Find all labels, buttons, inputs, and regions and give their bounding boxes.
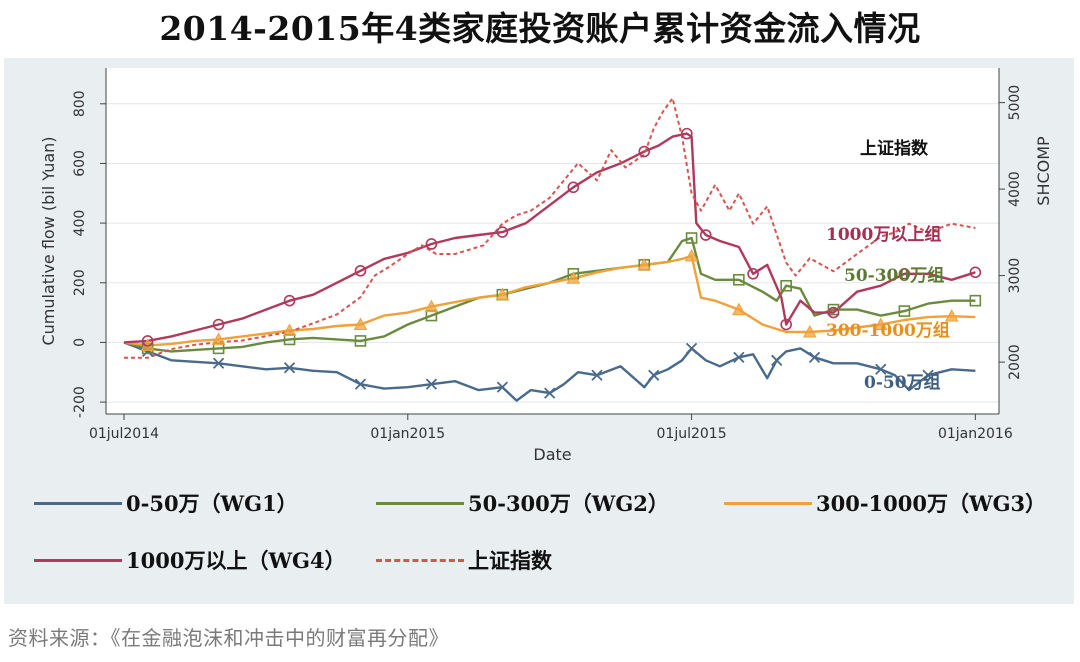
y-tick-label: 600 bbox=[72, 150, 88, 177]
legend-label: 1000万以上（WG4） bbox=[126, 548, 346, 573]
legend-swatch bbox=[376, 558, 464, 562]
data-point bbox=[425, 378, 438, 390]
data-point bbox=[771, 354, 783, 366]
data-point bbox=[898, 305, 911, 317]
legend-swatch bbox=[34, 558, 122, 562]
data-point bbox=[684, 248, 699, 262]
data-point bbox=[780, 279, 792, 292]
data-point bbox=[827, 306, 840, 319]
series-annotation: 300-1000万组 bbox=[826, 320, 950, 341]
data-point bbox=[922, 369, 934, 381]
chart-panel: -200 0 200 400 600 800 2000 3000 4000 5000 01jul20… bbox=[4, 58, 1074, 604]
source-note: 资料来源：《在金融泡沫和冲击中的财富再分配》 bbox=[8, 626, 449, 650]
data-point bbox=[898, 268, 911, 280]
data-point bbox=[802, 324, 817, 338]
data-point bbox=[496, 226, 509, 238]
data-point bbox=[353, 317, 368, 331]
data-point bbox=[648, 369, 660, 381]
x-tick-label: 01jan2016 bbox=[938, 426, 1013, 442]
data-point bbox=[591, 369, 603, 381]
y-tick-label: -200 bbox=[72, 386, 88, 418]
data-point bbox=[567, 181, 580, 194]
data-point bbox=[699, 229, 712, 241]
y2-tick-label: 5000 bbox=[1007, 85, 1023, 121]
x-tick-label: 01jan2015 bbox=[370, 426, 445, 442]
y-tick-label: 200 bbox=[72, 269, 88, 296]
data-point bbox=[685, 342, 698, 355]
series-line bbox=[123, 132, 976, 344]
data-point bbox=[566, 271, 581, 284]
plot-area bbox=[106, 68, 999, 414]
data-point bbox=[211, 332, 226, 345]
data-point bbox=[780, 318, 792, 331]
data-point bbox=[638, 145, 651, 158]
chart-title: 2014-2015年4类家庭投资账户累计资金流入情况 bbox=[159, 9, 921, 48]
legend-label: 0-50万（WG1） bbox=[126, 491, 298, 516]
data-point bbox=[733, 273, 745, 286]
data-point bbox=[424, 299, 439, 313]
line-chart: -200 0 200 400 600 800 2000 3000 4000 5000 01jul20… bbox=[39, 68, 1053, 464]
y-tick-label: 0 bbox=[72, 338, 88, 347]
data-point bbox=[969, 266, 982, 279]
series-annotation: 上证指数 bbox=[860, 138, 929, 159]
data-point bbox=[875, 363, 887, 375]
data-point bbox=[425, 238, 438, 250]
y-tick-label: 400 bbox=[72, 210, 88, 237]
legend-item: 50-300万（WG2） bbox=[376, 488, 669, 518]
y-tick-label: 800 bbox=[72, 90, 88, 117]
y-axis-title: Cumulative flow (bil Yuan) bbox=[39, 136, 58, 345]
legend-swatch bbox=[376, 501, 464, 505]
series-line bbox=[123, 341, 976, 402]
data-point bbox=[496, 381, 509, 393]
data-point bbox=[354, 265, 367, 277]
legend-label: 上证指数 bbox=[468, 548, 552, 573]
legend-item: 300-1000万（WG3） bbox=[724, 488, 1046, 518]
data-point bbox=[544, 387, 556, 399]
legend-item: 上证指数 bbox=[376, 545, 552, 575]
legend-swatch bbox=[34, 501, 122, 505]
data-point bbox=[808, 351, 821, 363]
data-point bbox=[283, 294, 296, 307]
y2-axis-title: SHCOMP bbox=[1034, 136, 1053, 206]
x-tick-label: 01jul2015 bbox=[657, 426, 727, 442]
data-point bbox=[944, 309, 959, 322]
data-point bbox=[354, 335, 367, 347]
data-point bbox=[212, 357, 225, 369]
y2-tick-label: 2000 bbox=[1007, 344, 1023, 380]
data-point bbox=[495, 287, 510, 301]
data-point bbox=[685, 232, 698, 244]
legend-item: 1000万以上（WG4） bbox=[34, 545, 346, 575]
series-annotation: 0-50万组 bbox=[864, 372, 941, 393]
data-point bbox=[827, 303, 840, 316]
data-point bbox=[732, 302, 746, 316]
data-point bbox=[141, 335, 154, 347]
data-point bbox=[681, 127, 693, 140]
legend-label: 300-1000万（WG3） bbox=[816, 491, 1047, 516]
data-point bbox=[283, 362, 296, 374]
y2-tick-label: 3000 bbox=[1007, 258, 1023, 294]
legend-swatch bbox=[724, 501, 812, 505]
data-point bbox=[747, 268, 759, 280]
series-annotation: 1000万以上组 bbox=[826, 224, 941, 245]
data-point bbox=[873, 317, 888, 331]
legend-label: 50-300万（WG2） bbox=[468, 491, 669, 516]
data-point bbox=[354, 378, 367, 390]
y2-tick-label: 4000 bbox=[1007, 171, 1023, 207]
x-axis-title: Date bbox=[533, 445, 571, 464]
x-tick-label: 01jul2014 bbox=[89, 426, 159, 442]
data-point bbox=[969, 294, 982, 307]
series-annotation: 50-300万组 bbox=[844, 265, 944, 286]
data-point bbox=[733, 351, 745, 363]
series-line bbox=[124, 97, 976, 359]
legend-item: 0-50万（WG1） bbox=[34, 488, 298, 518]
data-point bbox=[212, 318, 225, 331]
data-point bbox=[282, 323, 297, 336]
data-point bbox=[637, 257, 652, 271]
